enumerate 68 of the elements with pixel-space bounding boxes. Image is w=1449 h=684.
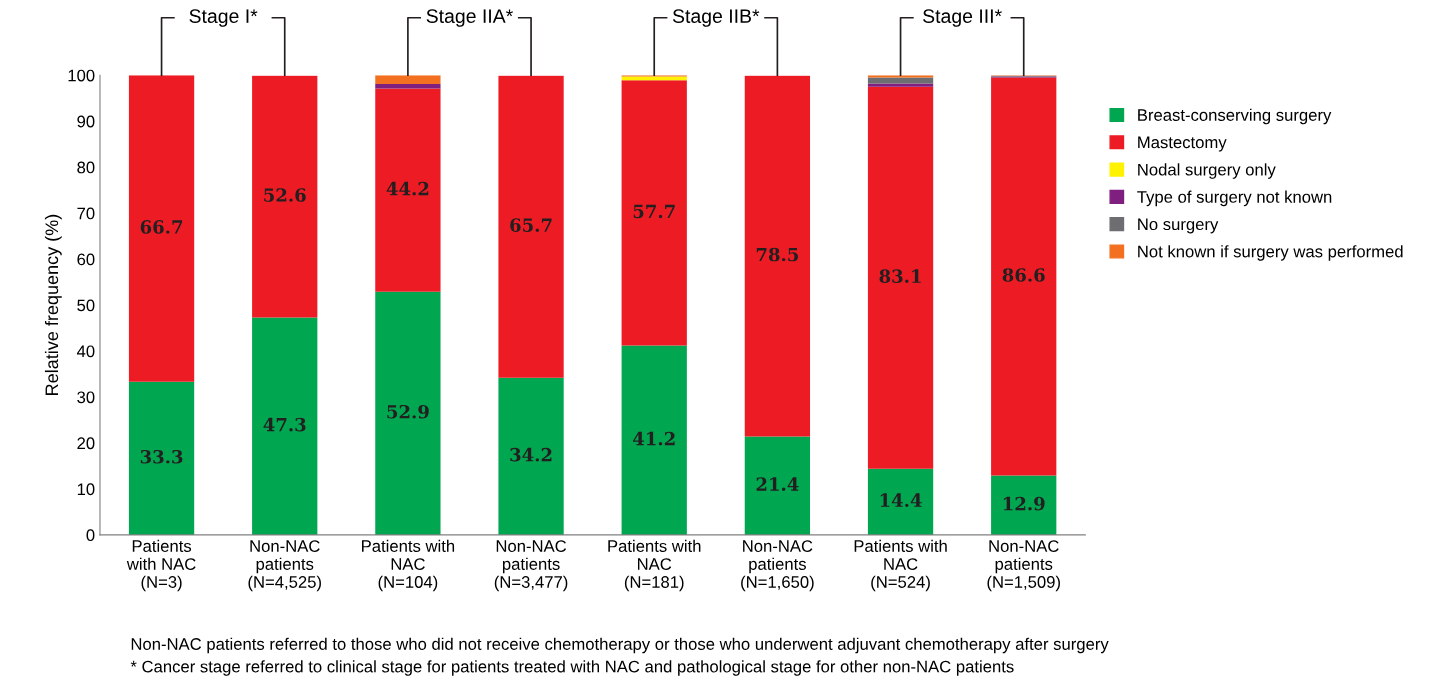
- y-tick-label: 70: [77, 207, 95, 220]
- x-tick-label: Non-NAC patients (N=1,650): [741, 540, 814, 592]
- x-tick-label: Patients with NAC (N=104): [362, 539, 455, 592]
- legend-label: Nodal surgery only: [1138, 163, 1276, 179]
- legend-label: Mastectomy: [1138, 136, 1227, 152]
- data-label: 83.1: [879, 269, 921, 283]
- bar: [621, 80, 687, 346]
- data-label: 21.4: [756, 477, 799, 491]
- data-label: 78.5: [756, 247, 799, 262]
- text: Stage IIB*: [672, 9, 760, 27]
- bar: [375, 291, 441, 535]
- data-label: 34.2: [510, 447, 552, 462]
- bar: [128, 381, 195, 535]
- y-tick-label: 0: [86, 529, 95, 542]
- text: Stage IIA*: [426, 9, 513, 27]
- y-tick-label: 60: [77, 253, 95, 266]
- text: Stage I*: [189, 9, 258, 27]
- data-label: 33.3: [140, 449, 183, 464]
- y-tick-label: 20: [77, 437, 95, 450]
- bar: [252, 317, 318, 535]
- data-label: 86.6: [1002, 268, 1045, 282]
- y-tick-label: 50: [77, 299, 95, 312]
- legend-label: Type of surgery not known: [1137, 190, 1332, 207]
- legend-label: Breast-conserving surgery: [1138, 108, 1332, 125]
- x-tick-label: Patients with NAC (N=181): [608, 539, 701, 592]
- data-label: 12.9: [1003, 496, 1045, 511]
- y-tick-label: 100: [68, 69, 95, 82]
- y-tick-label: 90: [77, 115, 95, 128]
- x-tick-label: Non-NAC patients (N=3,477): [494, 540, 568, 592]
- x-tick-label: Patients with NAC (N=524): [854, 539, 947, 592]
- data-label: 47.3: [263, 417, 306, 432]
- x-tick-label: Non-NAC patients (N=4,525): [248, 540, 321, 592]
- bar: [744, 75, 811, 437]
- data-label: 44.2: [386, 181, 429, 196]
- data-label: 52.9: [387, 404, 429, 419]
- bar: [498, 377, 564, 535]
- x-tick-label: Non-NAC patients (N=1,509): [987, 540, 1060, 592]
- bar: [375, 88, 441, 292]
- bar: [991, 77, 1057, 476]
- y-tick-label: 40: [76, 345, 95, 358]
- data-label: 52.6: [264, 188, 306, 202]
- x-tick-label: Patients with NAC (N=3): [126, 539, 196, 592]
- bar: [498, 75, 564, 378]
- y-tick-label: 80: [77, 161, 95, 174]
- bar: [991, 475, 1057, 535]
- text: * Cancer stage referred to clinical stage for patients treated with NAC and pathological stage for other non-NAC patients: [130, 660, 1014, 676]
- bar: [867, 83, 934, 87]
- bar: [621, 345, 687, 535]
- bar: [252, 75, 318, 318]
- bar: [867, 86, 934, 469]
- data-label: 66.7: [140, 220, 183, 234]
- data-label: 65.7: [510, 218, 552, 232]
- bar: [128, 75, 195, 382]
- bar: [867, 77, 934, 84]
- data-label: 57.7: [633, 204, 675, 219]
- legend-label: Not known if surgery was performed: [1138, 245, 1403, 261]
- data-label: 14.4: [880, 493, 922, 508]
- text: Stage III*: [923, 9, 1002, 27]
- bar: [867, 468, 934, 535]
- legend-label: No surgery: [1138, 218, 1219, 234]
- bar: [375, 83, 441, 89]
- y-axis-title: Relative frequency (%): [44, 214, 62, 395]
- bar: [744, 436, 811, 535]
- y-tick-label: 30: [77, 391, 95, 404]
- bar: [375, 75, 441, 84]
- y-tick-label: 10: [77, 483, 95, 496]
- data-label: 41.2: [632, 431, 675, 446]
- text: Non-NAC patients referred to those who did not receive chemotherapy or those who underwent adjuvant chemotherapy after surgery: [131, 637, 1109, 654]
